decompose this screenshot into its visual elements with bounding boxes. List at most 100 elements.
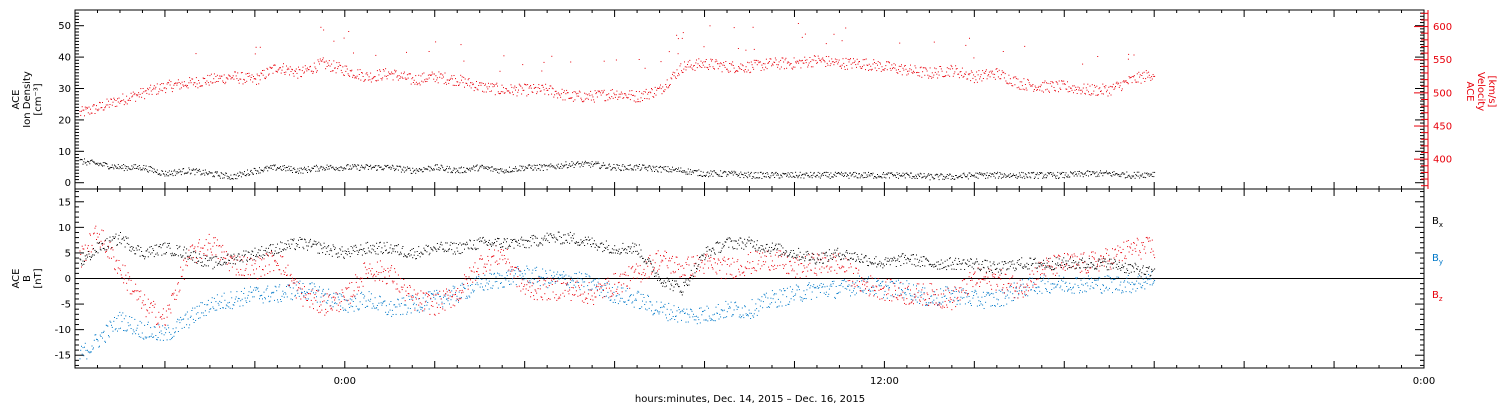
density-point (975, 172, 977, 174)
velocity-point (204, 78, 206, 79)
velocity-point (439, 73, 441, 75)
velocity-point (769, 58, 771, 60)
by-point (322, 290, 324, 292)
density-point (946, 174, 948, 175)
density-point (657, 171, 659, 173)
velocity-point (879, 62, 881, 64)
by-point (964, 303, 966, 305)
velocity-point (443, 76, 444, 78)
velocity-point (819, 59, 821, 61)
density-point (576, 162, 578, 163)
velocity-point (205, 83, 207, 85)
velocity-point (807, 66, 809, 68)
velocity-point (1144, 81, 1146, 82)
by-point (729, 306, 731, 308)
density-point (213, 175, 215, 177)
density-point (846, 175, 848, 177)
velocity-point (484, 84, 486, 86)
velocity-point (859, 66, 861, 68)
by-point (1064, 282, 1066, 284)
by-point (515, 284, 517, 286)
velocity-point (521, 87, 523, 89)
density-point (637, 167, 639, 169)
by-point (598, 278, 600, 280)
density-point (733, 170, 735, 172)
velocity-point (615, 59, 617, 61)
density-point (993, 175, 995, 177)
velocity-point (201, 85, 203, 87)
by-point (889, 281, 891, 283)
velocity-point (304, 71, 305, 73)
velocity-point (747, 61, 749, 63)
density-point (1019, 174, 1021, 176)
by-point (183, 326, 185, 328)
velocity-point (559, 94, 561, 96)
by-point (354, 296, 356, 298)
velocity-point (307, 69, 309, 71)
by-point (382, 301, 384, 303)
by-point (1079, 292, 1080, 294)
density-point (367, 168, 369, 170)
velocity-point (795, 61, 797, 63)
velocity-point (616, 90, 618, 92)
by-point (328, 288, 330, 290)
density-point (837, 172, 839, 174)
density-point (347, 164, 349, 166)
density-point (85, 161, 87, 163)
bz-point (168, 308, 170, 310)
density-point (1034, 176, 1036, 178)
velocity-point (237, 72, 239, 74)
density-point (620, 170, 622, 172)
by-point (390, 301, 392, 302)
density-point (777, 173, 779, 174)
density-point (795, 174, 797, 176)
by-point (711, 319, 713, 321)
density-point (174, 169, 176, 171)
density-point (301, 167, 302, 169)
density-point (240, 172, 242, 174)
by-point (754, 309, 756, 311)
by-point (1036, 287, 1038, 289)
density-point (587, 162, 589, 164)
by-point (87, 349, 88, 351)
density-point (472, 168, 474, 170)
density-point (1096, 171, 1098, 173)
bz-point (183, 259, 185, 261)
velocity-point (1020, 88, 1022, 90)
density-point (854, 171, 856, 173)
velocity-point (605, 94, 607, 96)
density-point (117, 167, 118, 169)
velocity-point (681, 37, 683, 39)
by-point (705, 319, 706, 321)
density-point (283, 168, 284, 170)
velocity-point (617, 96, 619, 98)
density-point (311, 167, 313, 169)
density-point (638, 164, 640, 165)
density-point (359, 169, 361, 171)
velocity-point (221, 75, 223, 77)
density-point (315, 170, 317, 172)
y-tick-label: 5 (65, 248, 71, 259)
by-point (285, 293, 287, 295)
velocity-point (311, 70, 313, 72)
density-point (684, 171, 686, 173)
by-point (200, 302, 202, 304)
density-point (735, 173, 737, 175)
by-point (622, 287, 624, 289)
density-point (286, 167, 288, 168)
density-point (544, 165, 546, 167)
by-point (403, 297, 405, 299)
density-point (624, 166, 626, 168)
velocity-point (489, 91, 491, 92)
by-point (377, 309, 379, 311)
density-point (1149, 173, 1151, 175)
density-point (493, 168, 495, 170)
velocity-point (617, 98, 619, 100)
density-point (411, 173, 413, 174)
by-point (629, 296, 631, 298)
by-point (1116, 276, 1118, 278)
velocity-point (390, 73, 392, 75)
density-point (286, 166, 287, 168)
velocity-point (253, 78, 255, 80)
velocity-point (445, 81, 447, 83)
